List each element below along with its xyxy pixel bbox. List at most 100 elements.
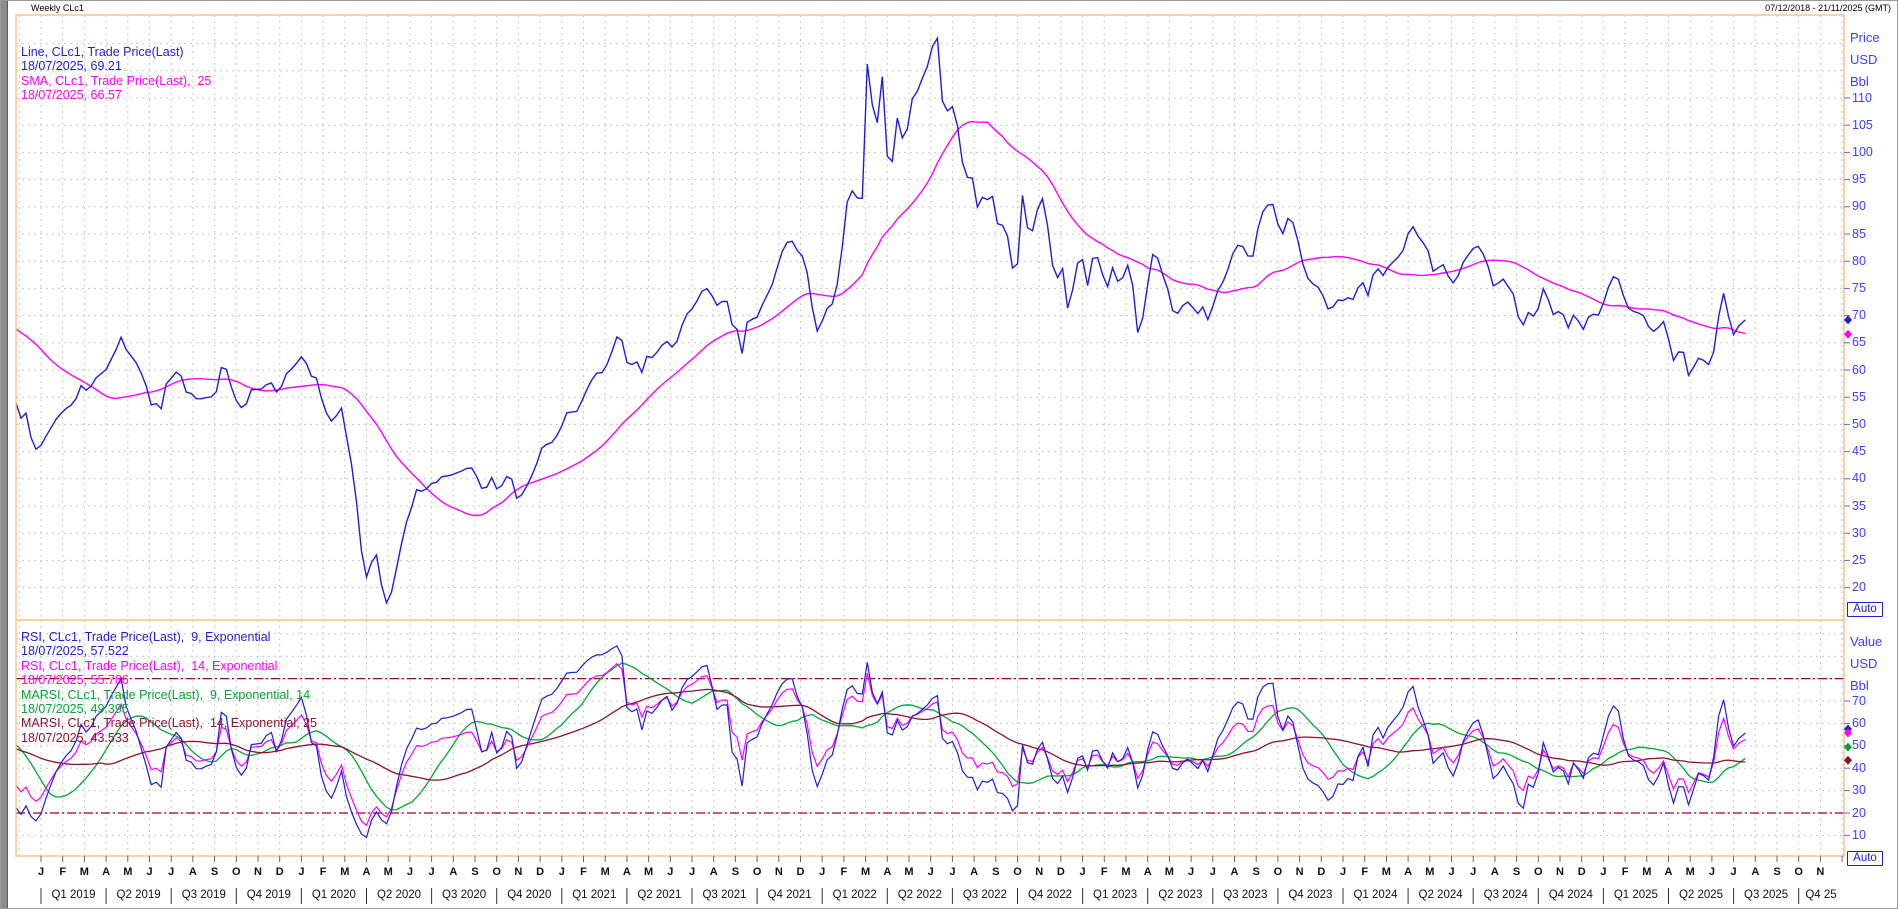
month-label: O (1534, 866, 1543, 878)
quarter-label: Q1 2020 (311, 889, 356, 901)
value-axis-title-line: Value (1850, 634, 1883, 649)
price-axis-tick: 30 (1852, 525, 1866, 540)
quarter-label: Q4 2019 (246, 889, 291, 901)
month-label: A (1230, 866, 1239, 878)
quarter-label: Q3 2024 (1483, 889, 1528, 901)
month-label: O (492, 866, 501, 878)
legend-line: SMA, CLc1, Trade Price(Last), 25 (21, 73, 212, 88)
price-axis-tick: 80 (1852, 253, 1866, 268)
quarter-label: Q2 2021 (637, 889, 682, 901)
month-label: M (644, 866, 654, 878)
month-label: N (1556, 866, 1564, 878)
rsi-axis-auto-button[interactable]: Auto (1847, 851, 1883, 866)
rsi-last-value-marker (1844, 742, 1852, 752)
rsi-panel-legend: RSI, CLc1, Trade Price(Last), 9, Exponen… (21, 630, 317, 745)
month-label: M (340, 866, 350, 878)
rsi-last-value-marker (1844, 728, 1852, 738)
month-label: A (970, 866, 979, 878)
legend-line: RSI, CLc1, Trade Price(Last), 14, Expone… (21, 658, 278, 673)
chart-title: Weekly CLc1 (31, 3, 84, 13)
quarter-label: Q3 2020 (442, 889, 487, 901)
month-label: J (406, 866, 413, 878)
month-label: D (536, 866, 545, 878)
price-axis-tick: 55 (1852, 389, 1866, 404)
legend-line: 18/07/2025, 55.786 (21, 673, 129, 688)
price-axis-tick: 100 (1852, 144, 1873, 159)
month-label: A (622, 866, 631, 878)
month-label: M (904, 866, 914, 878)
month-label: J (1730, 866, 1737, 878)
month-label: J (688, 866, 696, 878)
month-label: A (883, 866, 892, 878)
price-axis-title: Price USD Bbl (1850, 27, 1896, 93)
quarter-label: Q3 2019 (181, 889, 226, 901)
month-label: A (1143, 866, 1152, 878)
month-label: S (992, 866, 1000, 878)
month-label: O (1794, 866, 1803, 878)
month-label: S (731, 866, 740, 878)
month-label: D (796, 866, 805, 878)
month-label: N (1816, 866, 1825, 878)
month-label: J (37, 866, 45, 878)
main-gridlines (16, 15, 1844, 620)
month-label: J (1209, 866, 1216, 878)
month-label: M (1685, 866, 1695, 878)
price-axis-tick: 75 (1852, 280, 1866, 295)
month-label: S (210, 866, 219, 878)
month-label: D (1577, 866, 1586, 878)
month-label: O (1013, 866, 1022, 878)
value-axis-tick: 70 (1852, 693, 1866, 708)
legend-line: Line, CLc1, Trade Price(Last) (21, 45, 184, 59)
price-axis-tick: 35 (1852, 498, 1866, 513)
month-label: N (1295, 866, 1304, 878)
month-label: A (1664, 866, 1673, 878)
quarter-label: Q3 2021 (702, 889, 747, 901)
quarter-label: Q2 2019 (116, 889, 161, 901)
month-label: O (1273, 866, 1283, 878)
price-axis-tick: 25 (1852, 552, 1866, 567)
month-label: O (752, 866, 762, 878)
legend-line: 18/07/2025, 49.395 (21, 702, 129, 717)
value-axis-tick: 60 (1852, 715, 1866, 730)
month-label: F (319, 866, 327, 878)
month-label: M (1642, 866, 1652, 878)
legend-line: MARSI, CLc1, Trade Price(Last), 9, Expon… (21, 687, 311, 702)
month-label: J (819, 866, 826, 878)
month-label: J (558, 866, 565, 878)
quarter-label: Q1 2025 (1613, 889, 1658, 901)
quarter-label: Q4 2024 (1548, 889, 1593, 901)
main-chart-plot[interactable] (16, 15, 1844, 620)
price-axis-tick: 90 (1852, 199, 1866, 214)
legend-line: 18/07/2025, 66.57 (21, 88, 122, 103)
month-label: J (1600, 866, 1607, 878)
price-axis-tick: 20 (1852, 580, 1866, 595)
month-label: A (188, 866, 197, 878)
price-axis-title-line: Price (1850, 30, 1880, 45)
panel-border (15, 14, 1845, 857)
main-axis-auto-button[interactable]: Auto (1847, 602, 1883, 617)
sma-line (16, 120, 1746, 517)
value-axis-title: Value USD Bbl (1850, 631, 1896, 697)
quarter-label: Q2 2025 (1678, 889, 1724, 901)
quarter-label: Q4 2021 (767, 889, 812, 901)
legend-line: 18/07/2025, 69.21 (21, 59, 122, 74)
quarter-label: Q1 2024 (1353, 889, 1398, 901)
month-label: J (949, 866, 956, 878)
month-label: J (667, 866, 674, 878)
month-label: J (1188, 866, 1195, 878)
value-axis-tick: 20 (1852, 805, 1866, 820)
month-label: M (383, 866, 393, 878)
value-axis-title-line: Bbl (1850, 678, 1869, 693)
month-label: M (1425, 866, 1435, 878)
month-label: F (1100, 866, 1108, 878)
month-label: N (254, 866, 262, 878)
month-label: A (1404, 866, 1413, 878)
quarter-label: Q2 2023 (1158, 889, 1203, 901)
quarter-label: Q4 2023 (1288, 889, 1333, 901)
legend-line: MARSI, CLc1, Trade Price(Last), 14, Expo… (21, 716, 317, 731)
legend-line: 18/07/2025, 43.533 (21, 730, 129, 745)
month-label: M (123, 866, 133, 878)
price-axis-tick: 40 (1852, 471, 1866, 486)
quarter-label: Q1 2023 (1093, 889, 1138, 901)
month-label: J (428, 866, 435, 878)
